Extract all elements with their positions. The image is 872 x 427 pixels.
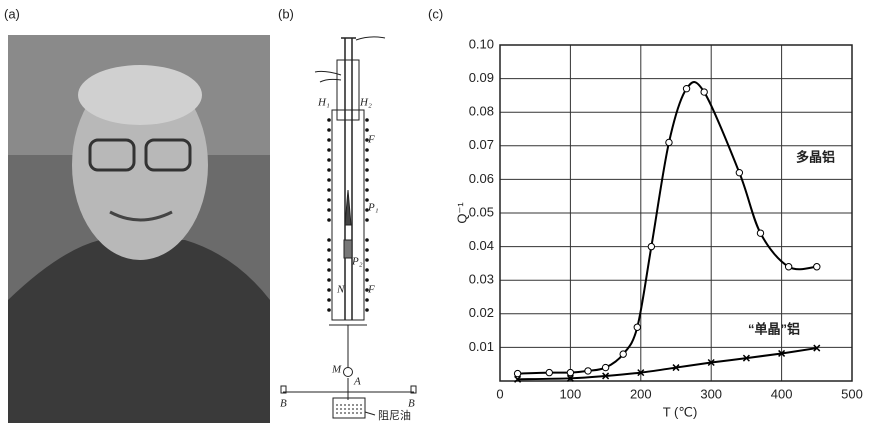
diagram-label: M <box>331 364 342 376</box>
plot-frame <box>499 44 853 382</box>
series-label: “单晶”铝 <box>748 321 800 336</box>
data-point <box>601 363 610 372</box>
x-tick-label: 500 <box>841 386 863 401</box>
photo <box>8 35 270 423</box>
data-point <box>813 263 821 271</box>
x-tick-label: 0 <box>496 386 503 401</box>
y-tick-label: 0.09 <box>469 70 494 85</box>
y-tick-label: 0.06 <box>469 171 494 186</box>
data-point <box>514 375 522 383</box>
diagram-label: A <box>353 376 361 388</box>
data-point <box>619 350 627 358</box>
diagram-label: F <box>367 284 375 296</box>
y-tick-label: 0.02 <box>469 305 494 320</box>
data-point <box>778 349 786 357</box>
data-point <box>545 368 553 377</box>
data-point <box>672 364 680 372</box>
data-point <box>813 344 821 352</box>
x-tick-label: 200 <box>630 386 652 401</box>
diagram-label: 阻尼油 <box>378 408 411 422</box>
data-point <box>756 229 765 237</box>
data-point <box>602 372 610 380</box>
series-label: 多晶铝 <box>796 149 835 164</box>
y-tick-label: 0.05 <box>469 204 494 219</box>
diagram-label: H₁ <box>317 97 330 109</box>
series-line <box>517 347 817 381</box>
diagram-label: N <box>336 284 345 296</box>
x-tick-label: 400 <box>771 386 793 401</box>
y-tick-label: 0.10 <box>469 36 494 51</box>
data-point <box>566 368 575 377</box>
x-tick-label: 300 <box>700 386 722 401</box>
diagram-label: B <box>280 398 287 410</box>
data-point <box>633 323 641 331</box>
data-point <box>647 242 656 251</box>
diagram-label: B <box>408 398 415 410</box>
diagram-label: F <box>367 134 375 146</box>
data-point <box>513 369 522 378</box>
y-tick-label: 0.08 <box>469 104 494 119</box>
y-tick-label: 0.03 <box>469 272 494 287</box>
diagram-label: H₂ <box>359 97 372 109</box>
data-point <box>707 358 715 367</box>
data-point <box>735 168 744 177</box>
diagram-label: P₂ <box>351 256 363 268</box>
y-tick-label: 0.07 <box>469 137 494 152</box>
y-axis-label: Q⁻¹ <box>454 202 469 224</box>
data-point <box>700 88 708 96</box>
data-point <box>584 367 592 375</box>
y-tick-label: 0.01 <box>469 339 494 354</box>
apparatus-diagram: H₁ H₂ F P₁ P₂ N F M A B B 阻尼油 <box>280 36 417 422</box>
panel-label: (a) <box>4 6 20 21</box>
diagram-label: P₁ <box>367 202 379 214</box>
data-point <box>665 138 673 147</box>
y-tick-label: 0.04 <box>469 238 494 253</box>
data-point <box>682 84 691 93</box>
data-point <box>566 374 574 382</box>
data-point <box>784 263 793 271</box>
x-axis-label: T (℃) <box>663 404 698 419</box>
series-line <box>517 80 817 375</box>
panel-label: (b) <box>278 6 294 21</box>
data-point <box>637 369 645 377</box>
x-tick-label: 100 <box>560 386 582 401</box>
data-point <box>742 354 750 362</box>
panel-label: (c) <box>428 6 443 21</box>
